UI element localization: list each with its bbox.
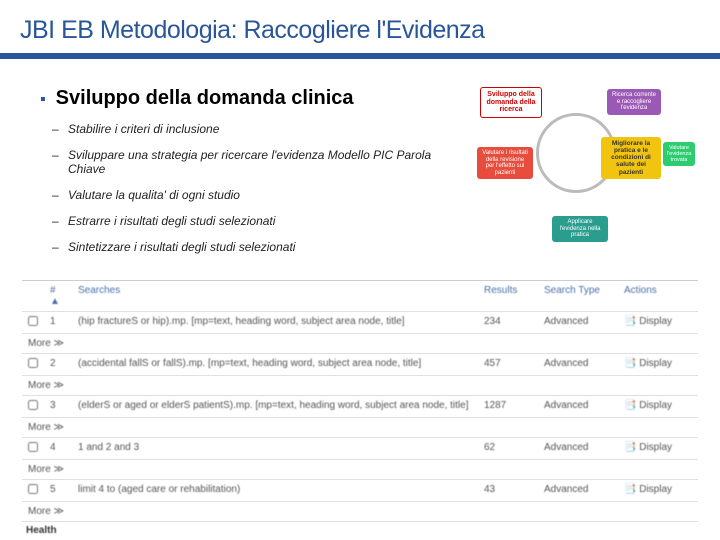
row-more-link[interactable]: More ≫: [22, 334, 698, 354]
table-header-row: # ▲ Searches Results Search Type Actions: [22, 281, 698, 312]
section-heading: Sviluppo della domanda clinica: [40, 87, 470, 110]
slide-title: JBI EB Metodologia: Raccogliere l'Eviden…: [0, 0, 720, 59]
row-display-link[interactable]: 📑 Display: [618, 396, 698, 418]
col-search-type: Search Type: [538, 281, 618, 312]
row-type: Advanced: [538, 396, 618, 418]
cycle-diagram: Sviluppo della domanda della ricerca Ric…: [480, 87, 685, 252]
row-more-link[interactable]: More ≫: [22, 376, 698, 396]
row-checkbox[interactable]: [28, 442, 38, 452]
row-results: 234: [478, 312, 538, 334]
row-index: 2: [44, 354, 72, 376]
row-results: 457: [478, 354, 538, 376]
footer-health-label: Health: [26, 525, 57, 536]
row-type: Advanced: [538, 312, 618, 334]
row-checkbox[interactable]: [28, 484, 38, 494]
bullet-item: Valutare la qualita' di ogni studio: [68, 188, 470, 202]
content-area: Sviluppo della domanda clinica Stabilire…: [0, 59, 720, 276]
row-results: 62: [478, 438, 538, 460]
bullet-list: Stabilire i criteri di inclusione Svilup…: [40, 122, 470, 254]
row-query: limit 4 to (aged care or rehabilitation): [72, 480, 478, 502]
col-searches: Searches: [72, 281, 478, 312]
row-type: Advanced: [538, 480, 618, 502]
row-more-link[interactable]: More ≫: [22, 460, 698, 480]
diagram-box-evaluate-results: Valutare i risultati della revisione per…: [477, 147, 533, 179]
col-checkbox: [22, 281, 44, 312]
bullet-item: Sintetizzare i risultati degli studi sel…: [68, 240, 470, 254]
row-type: Advanced: [538, 354, 618, 376]
row-display-link[interactable]: 📑 Display: [618, 480, 698, 502]
col-index[interactable]: # ▲: [44, 281, 72, 312]
row-query: 1 and 2 and 3: [72, 438, 478, 460]
diagram-box-search: Ricerca corrente e raccogliere l'evidenz…: [607, 89, 661, 115]
diagram-box-question: Sviluppo della domanda della ricerca: [480, 87, 542, 118]
table-row: 2(accidental fallS or fallS).mp. [mp=tex…: [22, 354, 698, 376]
left-column: Sviluppo della domanda clinica Stabilire…: [40, 87, 470, 266]
table-row: 41 and 2 and 362Advanced📑 Display: [22, 438, 698, 460]
row-display-link[interactable]: 📑 Display: [618, 438, 698, 460]
row-index: 1: [44, 312, 72, 334]
col-actions: Actions: [618, 281, 698, 312]
bullet-item: Sviluppare una strategia per ricercare l…: [68, 148, 470, 176]
row-index: 4: [44, 438, 72, 460]
row-results: 1287: [478, 396, 538, 418]
search-history-table: # ▲ Searches Results Search Type Actions…: [22, 280, 698, 522]
table-row: 5limit 4 to (aged care or rehabilitation…: [22, 480, 698, 502]
row-query: (hip fractureS or hip).mp. [mp=text, hea…: [72, 312, 478, 334]
row-checkbox[interactable]: [28, 400, 38, 410]
diagram-box-appraise: Valutare l'evidenza trovata: [663, 142, 695, 166]
row-index: 5: [44, 480, 72, 502]
row-type: Advanced: [538, 438, 618, 460]
row-more-link[interactable]: More ≫: [22, 502, 698, 522]
col-results: Results: [478, 281, 538, 312]
row-query: (accidental fallS or fallS).mp. [mp=text…: [72, 354, 478, 376]
bullet-item: Estrarre i risultati degli studi selezio…: [68, 214, 470, 228]
row-display-link[interactable]: 📑 Display: [618, 312, 698, 334]
row-index: 3: [44, 396, 72, 418]
row-query: (elderS or aged or elderS patientS).mp. …: [72, 396, 478, 418]
bullet-item: Stabilire i criteri di inclusione: [68, 122, 470, 136]
row-checkbox[interactable]: [28, 358, 38, 368]
row-checkbox[interactable]: [28, 316, 38, 326]
row-more-link[interactable]: More ≫: [22, 418, 698, 438]
right-column: Sviluppo della domanda della ricerca Ric…: [480, 87, 690, 266]
diagram-box-apply: Applicare l'evidenza nella pratica: [552, 216, 608, 242]
table-row: 3(elderS or aged or elderS patientS).mp.…: [22, 396, 698, 418]
row-results: 43: [478, 480, 538, 502]
row-display-link[interactable]: 📑 Display: [618, 354, 698, 376]
table-row: 1(hip fractureS or hip).mp. [mp=text, he…: [22, 312, 698, 334]
diagram-box-improve: Migliorare la pratica e le condizioni di…: [601, 137, 661, 179]
